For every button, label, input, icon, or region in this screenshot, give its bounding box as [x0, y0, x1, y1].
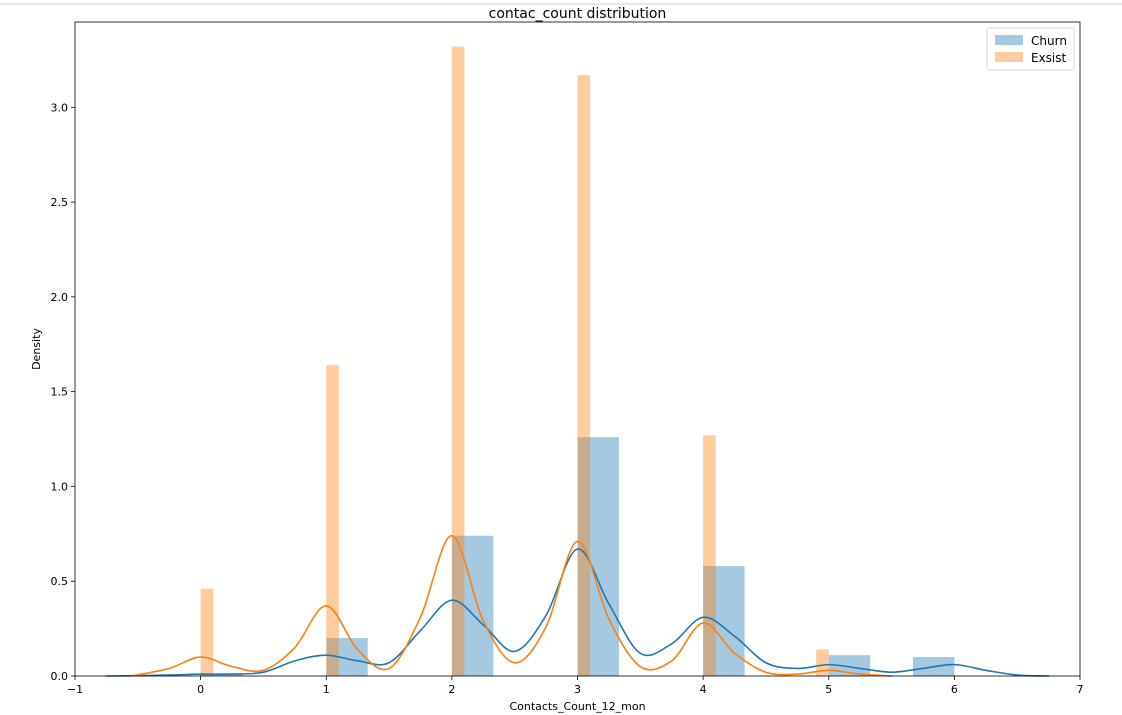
plot-area: [105, 46, 1050, 677]
legend-label-exsist: Exsist: [1031, 51, 1067, 65]
hist-bar-churn-4: [703, 566, 745, 676]
hist-bar-exsist-5: [816, 649, 829, 676]
hist-bar-exsist-1: [326, 365, 339, 676]
hist-bar-churn-3: [577, 437, 619, 676]
x-tick-label-1: 0: [197, 683, 204, 696]
hist-bar-exsist-3: [577, 75, 591, 676]
chart-title: contac_count distribution: [489, 6, 667, 22]
y-tick-label-5: 2.5: [51, 196, 69, 209]
x-tick-label-3: 2: [448, 683, 455, 696]
y-tick-label-0: 0.0: [51, 670, 69, 683]
x-tick-label-0: −1: [67, 683, 83, 696]
axes: −1 0 1 2 3 4 5 6 7 0.0 0.5 1.0 1.5 2.0 2.5 3.0 contac_co…: [30, 6, 1084, 713]
x-tick-label-8: 7: [1077, 683, 1084, 696]
kde-line-churn: [105, 548, 1050, 677]
legend-swatch-churn: [995, 35, 1023, 45]
hist-series-exsist: [200, 46, 829, 676]
hist-bar-exsist-0: [200, 588, 214, 676]
legend-swatch-exsist: [995, 52, 1023, 62]
y-tick-label-3: 1.5: [51, 386, 69, 399]
hist-bar-churn-0: [200, 674, 243, 676]
x-tick-label-2: 1: [323, 683, 330, 696]
x-tick-label-4: 3: [574, 683, 581, 696]
legend-box: [986, 27, 1075, 71]
legend: Churn Exsist: [986, 27, 1075, 71]
x-axis-label: Contacts_Count_12_mon: [509, 700, 645, 713]
kde-line-exsist: [130, 534, 893, 677]
hist-bar-churn-2: [451, 535, 494, 676]
hist-bar-exsist-2: [451, 46, 465, 676]
x-tick-label-7: 6: [951, 683, 958, 696]
x-tick-label-5: 4: [700, 683, 707, 696]
y-tick-label-6: 3.0: [51, 101, 69, 114]
y-tick-label-2: 1.0: [51, 480, 69, 493]
x-tick-label-6: 5: [825, 683, 832, 696]
hist-bar-exsist-4: [703, 435, 716, 676]
y-axis-label: Density: [30, 328, 43, 370]
legend-label-churn: Churn: [1031, 34, 1067, 48]
y-tick-label-4: 2.0: [51, 291, 69, 304]
hist-bar-churn-1: [326, 638, 368, 676]
hist-series-churn: [200, 437, 955, 676]
y-tick-label-1: 0.5: [51, 575, 69, 588]
